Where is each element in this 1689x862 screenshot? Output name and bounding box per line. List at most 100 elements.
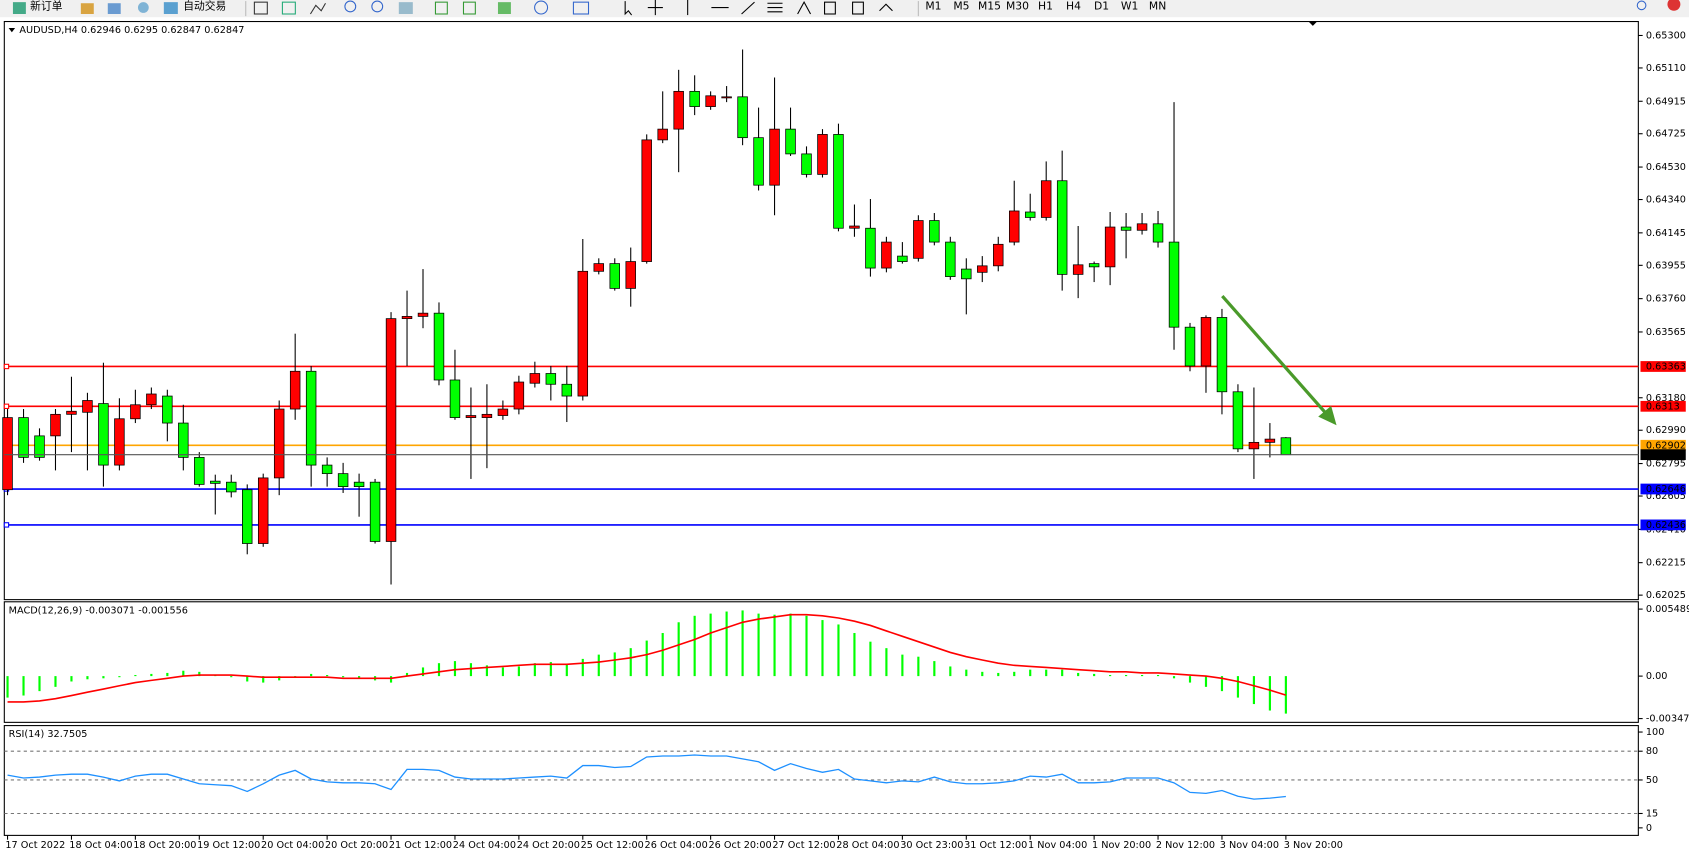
candle-body xyxy=(1136,223,1148,231)
new-order-button[interactable]: 新订单 xyxy=(30,0,63,12)
macd-bar xyxy=(757,613,760,677)
level-label: 0.62902 xyxy=(1646,440,1686,451)
x-tick-label: 24 Oct 20:00 xyxy=(517,840,580,851)
timeframe-button[interactable]: M5 xyxy=(953,0,969,12)
macd-bar xyxy=(485,665,488,677)
macd-bar xyxy=(405,672,409,677)
alert-icon[interactable] xyxy=(1667,0,1681,11)
text-icon[interactable] xyxy=(824,1,836,15)
channel-icon[interactable] xyxy=(767,2,783,13)
timeframe-button[interactable]: M15 xyxy=(978,0,1001,12)
arrow-shaft xyxy=(1221,294,1330,417)
candle-body xyxy=(721,96,732,99)
macd-bar xyxy=(837,624,840,677)
timeframe-button[interactable]: D1 xyxy=(1094,0,1109,12)
price-panel xyxy=(3,20,1639,601)
macd-bar xyxy=(517,666,520,677)
arrows-icon[interactable] xyxy=(879,3,893,12)
macd-bar xyxy=(917,656,920,677)
candle-body xyxy=(66,410,77,415)
current-price-label: 0.62847 xyxy=(1646,450,1686,461)
candle-body xyxy=(1216,317,1228,393)
candle-body xyxy=(1184,326,1196,367)
label-icon[interactable] xyxy=(852,1,864,15)
y-tick-label: 50 xyxy=(1646,775,1658,786)
candle-chart-icon[interactable] xyxy=(281,1,296,15)
signal-line xyxy=(7,613,1287,703)
macd-bar xyxy=(613,652,616,677)
level-marker xyxy=(3,403,10,409)
timeframe-button[interactable]: M30 xyxy=(1006,0,1029,12)
shift-icon[interactable] xyxy=(462,1,476,15)
macd-bar xyxy=(22,676,25,696)
y-tick-label: 0.64915 xyxy=(1646,96,1686,107)
macd-bar xyxy=(949,666,952,677)
candle-body xyxy=(1264,438,1276,443)
timeframe-button[interactable]: W1 xyxy=(1121,0,1139,12)
macd-bar xyxy=(326,675,329,677)
symbol-menu-arrow[interactable] xyxy=(8,27,16,33)
indicators-icon[interactable] xyxy=(497,2,511,14)
macd-bar xyxy=(166,672,169,677)
icon[interactable] xyxy=(80,3,94,14)
macd-bar xyxy=(389,676,393,683)
y-tick-label: 0.64340 xyxy=(1646,195,1686,206)
cursor-icon[interactable] xyxy=(624,1,633,16)
macd-bar xyxy=(805,615,808,677)
macd-bar xyxy=(102,676,105,679)
icon[interactable] xyxy=(137,2,149,13)
x-tick-label: 2 Nov 12:00 xyxy=(1156,840,1215,851)
line-chart-icon[interactable] xyxy=(309,2,326,15)
templates-icon[interactable] xyxy=(572,1,590,15)
level-tag xyxy=(1640,439,1686,451)
candle-body xyxy=(993,243,1004,267)
fibo-icon[interactable] xyxy=(797,1,812,15)
timeframe-button[interactable]: H1 xyxy=(1038,0,1053,12)
x-tick-label: 28 Oct 04:00 xyxy=(836,840,899,851)
crosshair-icon[interactable] xyxy=(647,0,663,16)
icon[interactable] xyxy=(107,3,121,14)
timeframe-button[interactable]: MN xyxy=(1149,0,1166,12)
macd-bar xyxy=(741,610,744,677)
macd-bar xyxy=(310,673,313,677)
candle-body xyxy=(913,220,924,259)
timeframe-button[interactable]: M1 xyxy=(925,0,941,12)
toolbar-bg xyxy=(0,0,1689,18)
candle-body xyxy=(977,265,988,273)
macd-bar xyxy=(1125,675,1128,677)
macd-bar xyxy=(1252,676,1256,705)
last-close: 0.62847 xyxy=(204,25,244,36)
candle-body xyxy=(945,241,956,277)
zoom-out-icon[interactable] xyxy=(371,0,384,13)
bar-chart-icon[interactable] xyxy=(253,1,268,15)
macd-bar xyxy=(1220,676,1224,692)
candle-body xyxy=(1040,180,1052,218)
periods-icon[interactable] xyxy=(534,0,549,15)
new-order-icon[interactable] xyxy=(12,2,26,14)
x-tick-label: 24 Oct 04:00 xyxy=(453,840,516,851)
candle-body xyxy=(897,255,908,262)
trendline-icon[interactable] xyxy=(741,1,755,15)
y-tick-label: 0.62605 xyxy=(1646,491,1686,502)
y-tick-label: 0.63180 xyxy=(1646,393,1686,404)
search-icon[interactable] xyxy=(1636,0,1647,11)
level-label: 0.6313 xyxy=(1646,401,1680,412)
rsi-header: RSI(14) 32.7505 xyxy=(9,729,88,740)
timeframe-button[interactable]: H4 xyxy=(1066,0,1081,12)
candle-body xyxy=(1009,210,1020,243)
candle-body xyxy=(305,370,317,466)
macd-bar xyxy=(1172,676,1176,679)
zoom-in-icon[interactable] xyxy=(344,0,357,13)
candle-body xyxy=(114,418,125,466)
candle-body xyxy=(929,220,940,243)
auto-trading-icon[interactable] xyxy=(163,2,178,14)
level-tag xyxy=(1640,361,1686,372)
candle-body xyxy=(1072,264,1084,275)
auto-trading-button[interactable]: 自动交易 xyxy=(183,0,226,12)
candle-body xyxy=(689,90,700,107)
tile-icon[interactable] xyxy=(398,2,413,14)
macd-bar xyxy=(533,663,536,677)
y-tick-label: 0.65300 xyxy=(1646,30,1686,41)
scroll-icon[interactable] xyxy=(434,1,448,15)
